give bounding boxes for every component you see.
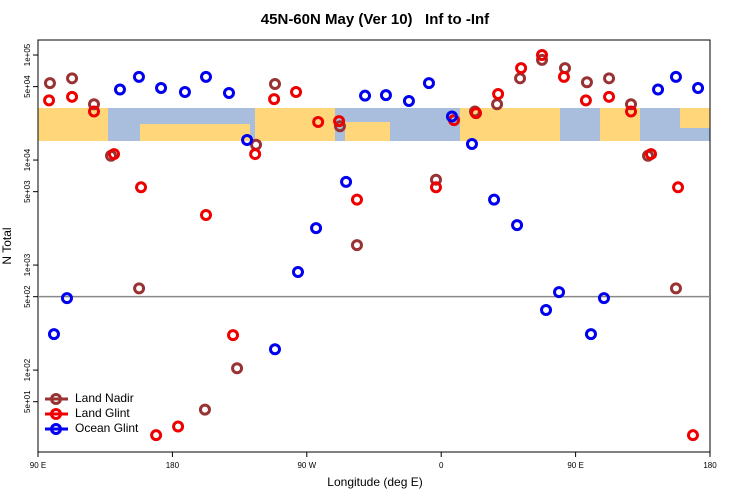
point [669,70,682,83]
point [333,120,346,133]
point [557,70,570,83]
point [511,219,524,232]
point [603,72,616,85]
x-tick-label: 90 E [30,461,46,470]
point [113,83,126,96]
x-tick-label: 180 [166,461,180,470]
point [291,265,304,278]
point [290,85,303,98]
point [584,328,597,341]
point [429,181,442,194]
point [492,88,505,101]
point [379,89,392,102]
point [652,83,665,96]
point [579,94,592,107]
point [132,70,145,83]
point [580,76,593,89]
point [553,286,566,299]
point [514,72,527,85]
point [645,148,658,161]
point [597,292,610,305]
point [200,70,212,83]
point [47,328,60,341]
point [625,105,638,118]
point [200,208,212,221]
x-tick-label: 180 [703,461,717,470]
y-tick-label: 5e+04 [23,75,32,98]
point [268,77,281,90]
point [536,49,548,62]
point [310,222,323,235]
point [491,98,504,111]
point [540,304,553,317]
point [350,193,363,206]
legend-marker [50,423,62,435]
point [672,181,685,194]
point [43,77,56,90]
y-tick-label: 1e+03 [23,253,32,276]
point [222,86,235,99]
y-tick-label: 1e+02 [23,358,32,381]
point [692,82,705,95]
point [150,429,163,442]
point [155,82,168,95]
point [469,107,482,120]
point [603,90,616,103]
point [488,193,501,206]
legend-marker [50,393,62,405]
point [66,90,79,103]
legend-label: Land Glint [75,406,130,420]
legend-label: Land Nadir [75,391,134,405]
y-tick-label: 1e+04 [23,148,32,171]
point [422,77,435,90]
x-tick-label: 90 E [567,461,583,470]
point [172,420,185,433]
legend-label: Ocean Glint [75,421,139,435]
point [465,138,478,151]
point [625,98,638,111]
x-axis-label: Longitude (deg E) [327,475,422,489]
y-tick-label: 1e+05 [23,43,32,66]
map-band [38,108,710,141]
point [669,282,682,295]
point [249,148,262,161]
plot-frame [37,39,711,453]
point [133,282,146,295]
point [268,343,281,356]
point [231,362,244,375]
point [135,181,148,194]
point [268,93,281,106]
y-tick-label: 5e+01 [23,390,32,413]
legend-marker [50,408,62,420]
point [686,429,699,442]
point [402,94,415,107]
point [333,115,346,128]
point [198,403,211,416]
point [312,116,325,129]
point [241,134,254,147]
point [515,62,528,75]
point [60,292,73,305]
point [350,239,363,252]
x-tick-label: 90 W [297,461,316,470]
y-axis-label: N Total [0,227,14,264]
point [88,105,100,118]
point [227,329,240,342]
y-tick-label: 5e+02 [23,285,32,308]
y-tick-label: 5e+03 [23,180,32,203]
point [359,89,372,102]
point [536,53,548,66]
point [178,85,191,98]
point [66,72,79,85]
point [340,175,353,188]
point [43,94,56,107]
point [445,110,458,123]
point [108,148,121,161]
chart-title: 45N-60N May (Ver 10) Inf to -Inf [261,11,490,28]
point [88,98,100,111]
x-tick-label: 0 [439,461,444,470]
